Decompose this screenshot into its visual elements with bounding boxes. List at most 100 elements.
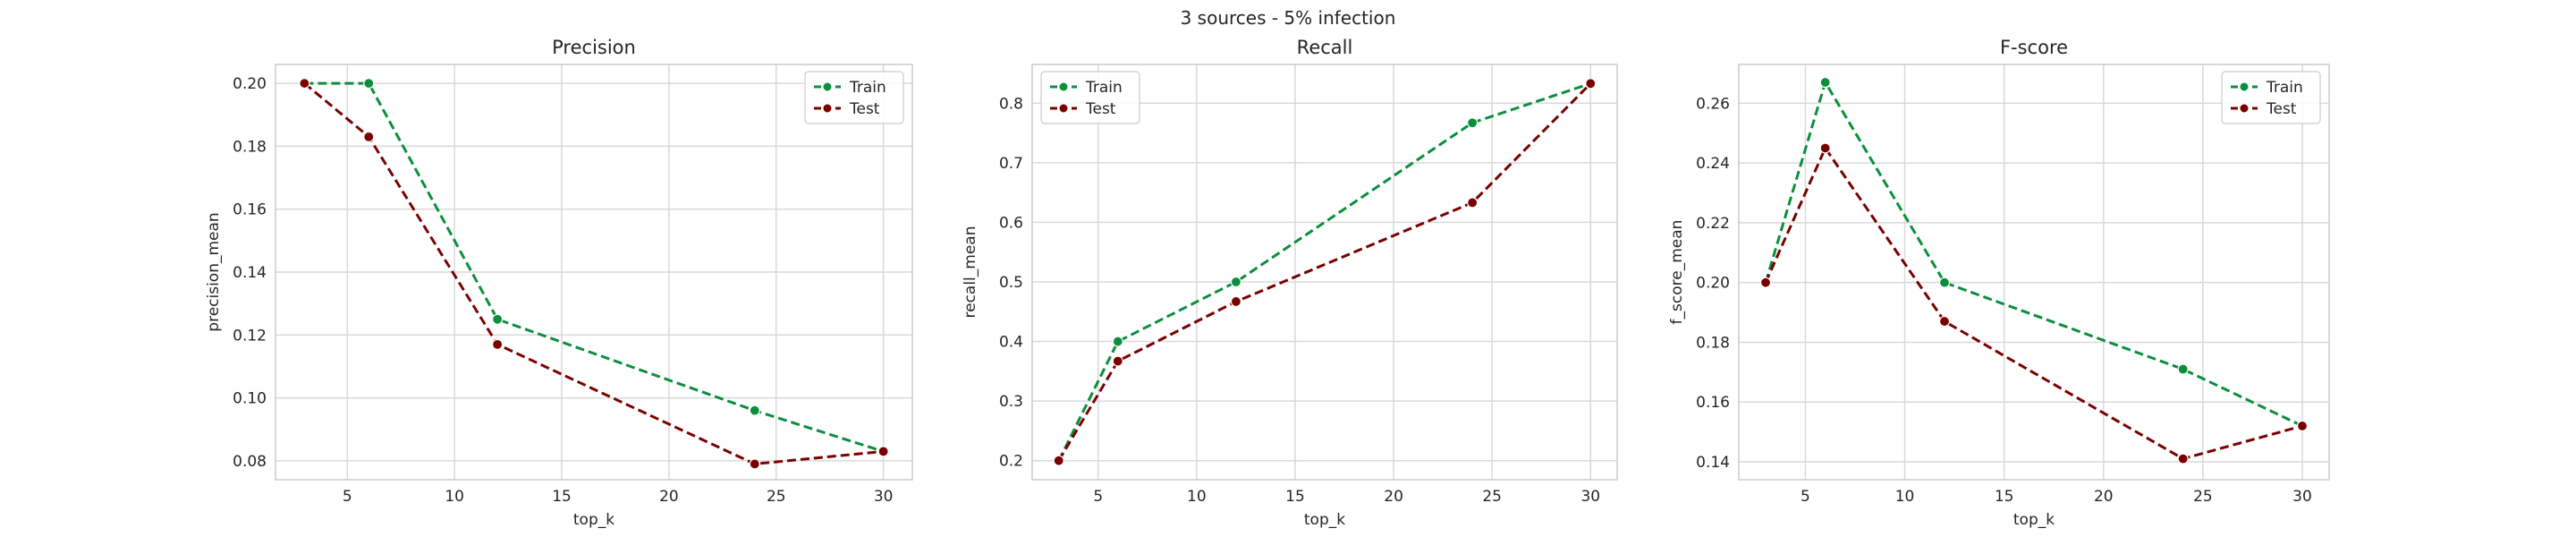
x-tick-label: 25: [767, 488, 786, 506]
data-point-train: [1819, 76, 1831, 89]
legend-label: Train: [2266, 79, 2303, 97]
x-tick-label: 20: [1384, 488, 1403, 506]
data-point-train: [1230, 276, 1242, 288]
data-point-test: [1053, 455, 1064, 466]
x-tick-label: 25: [1482, 488, 1502, 506]
data-point-train: [2177, 363, 2189, 375]
y-tick-label: 0.14: [233, 264, 267, 282]
legend-marker-train: [2239, 81, 2250, 92]
data-point-test: [1759, 277, 1772, 288]
y-tick-label: 0.16: [1696, 394, 1730, 412]
y-tick-label: 0.24: [1696, 155, 1730, 173]
y-tick-label: 0.10: [233, 390, 267, 408]
x-tick-label: 5: [1093, 488, 1103, 506]
x-tick-label: 30: [1580, 488, 1600, 506]
y-tick-label: 0.20: [233, 75, 267, 93]
y-tick-label: 0.5: [999, 274, 1023, 292]
plot-frame: [1738, 64, 2330, 481]
legend-label: Test: [1085, 100, 1116, 118]
x-tick-label: 15: [1995, 488, 2014, 506]
y-tick-label: 0.3: [999, 393, 1023, 411]
legend-marker-train: [822, 81, 833, 92]
x-tick-label: 10: [1187, 488, 1207, 506]
data-point-test: [877, 446, 889, 457]
y-tick-label: 0.7: [999, 155, 1023, 173]
y-tick-label: 0.12: [233, 327, 267, 345]
y-tick-label: 0.4: [999, 334, 1023, 352]
y-tick-label: 0.26: [1696, 95, 1730, 113]
data-point-test: [363, 131, 375, 142]
x-tick-label: 30: [874, 488, 894, 506]
data-point-test: [1938, 315, 1951, 328]
legend-label: Train: [849, 79, 886, 97]
y-axis-label: recall_mean: [962, 226, 979, 319]
x-tick-label: 15: [552, 488, 572, 506]
series-line-test: [1764, 145, 2303, 461]
y-tick-label: 0.18: [1696, 334, 1730, 352]
x-axis-label: top_k: [1304, 511, 1345, 529]
y-axis-label: f_score_mean: [1668, 220, 1686, 325]
series-line-test: [303, 81, 884, 465]
chart-title: F-score: [2000, 37, 2068, 58]
data-point-test: [1467, 197, 1479, 209]
data-point-test: [492, 338, 504, 350]
data-point-test: [299, 77, 310, 90]
data-point-test: [2177, 453, 2189, 465]
data-point-train: [1112, 336, 1123, 347]
figure-title: 3 sources - 5% infection: [1180, 7, 1396, 29]
x-tick-label: 10: [1895, 488, 1915, 506]
legend: Train Test: [1040, 71, 1140, 124]
series-line-train: [304, 81, 885, 453]
data-point-train: [492, 313, 504, 325]
data-point-test: [1230, 295, 1242, 308]
legend-marker-test: [1058, 103, 1069, 114]
data-point-train: [363, 77, 375, 90]
data-point-train: [1938, 277, 1951, 288]
x-tick-label: 20: [2094, 488, 2114, 506]
legend-marker-test: [2239, 103, 2250, 114]
legend-marker-test: [822, 103, 833, 114]
plot-frame: [1031, 64, 1618, 481]
x-tick-label: 5: [1801, 488, 1810, 506]
data-point-test: [1819, 142, 1831, 154]
x-tick-label: 15: [1285, 488, 1305, 506]
data-point-train: [1467, 117, 1479, 129]
y-tick-label: 0.16: [233, 201, 267, 219]
y-tick-label: 0.22: [1696, 215, 1730, 233]
legend: Train Test: [2221, 71, 2321, 124]
data-point-test: [2296, 420, 2309, 432]
chart-title: Recall: [1297, 37, 1353, 58]
chart-title: Precision: [552, 37, 636, 58]
y-tick-label: 0.20: [1696, 275, 1730, 293]
y-tick-label: 0.8: [999, 95, 1023, 113]
x-tick-label: 10: [445, 488, 464, 506]
chart-panel-1: 5 10 15 20 25 30 0.08 0.10 0.12 0.14 0.16 0.18 0.20 t…: [205, 37, 913, 529]
x-tick-label: 25: [2193, 488, 2213, 506]
chart-panel-2: 5 10 15 20 25 30 0.2 0.3 0.4 0.5 0.6 0.7 0.8 top_k rec…: [962, 37, 1618, 529]
plot-frame: [275, 64, 913, 481]
y-tick-label: 0.18: [233, 138, 267, 156]
series-line-train: [1057, 81, 1591, 462]
legend-label: Test: [849, 100, 880, 118]
legend-label: Train: [1085, 79, 1123, 97]
y-axis-label: precision_mean: [205, 212, 223, 331]
x-axis-label: top_k: [2013, 511, 2055, 529]
x-tick-label: 30: [2292, 488, 2312, 506]
legend: Train Test: [804, 71, 904, 124]
legend-label: Test: [2266, 100, 2297, 118]
data-point-test: [749, 458, 760, 470]
x-axis-label: top_k: [573, 511, 614, 529]
x-tick-label: 20: [659, 488, 679, 506]
legend-marker-train: [1058, 81, 1069, 92]
data-point-test: [1112, 355, 1123, 367]
y-tick-label: 0.6: [999, 214, 1023, 232]
y-tick-label: 0.08: [233, 453, 267, 471]
x-tick-label: 5: [343, 488, 352, 506]
data-point-test: [1585, 78, 1597, 90]
y-tick-label: 0.2: [999, 453, 1023, 471]
series-line-train: [1764, 79, 2303, 428]
chart-panel-3: 5 10 15 20 25 30 0.14 0.16 0.18 0.20 0.22 0.24 0.26 t…: [1668, 37, 2330, 529]
y-tick-label: 0.14: [1696, 454, 1730, 472]
series-line-test: [1057, 82, 1592, 462]
